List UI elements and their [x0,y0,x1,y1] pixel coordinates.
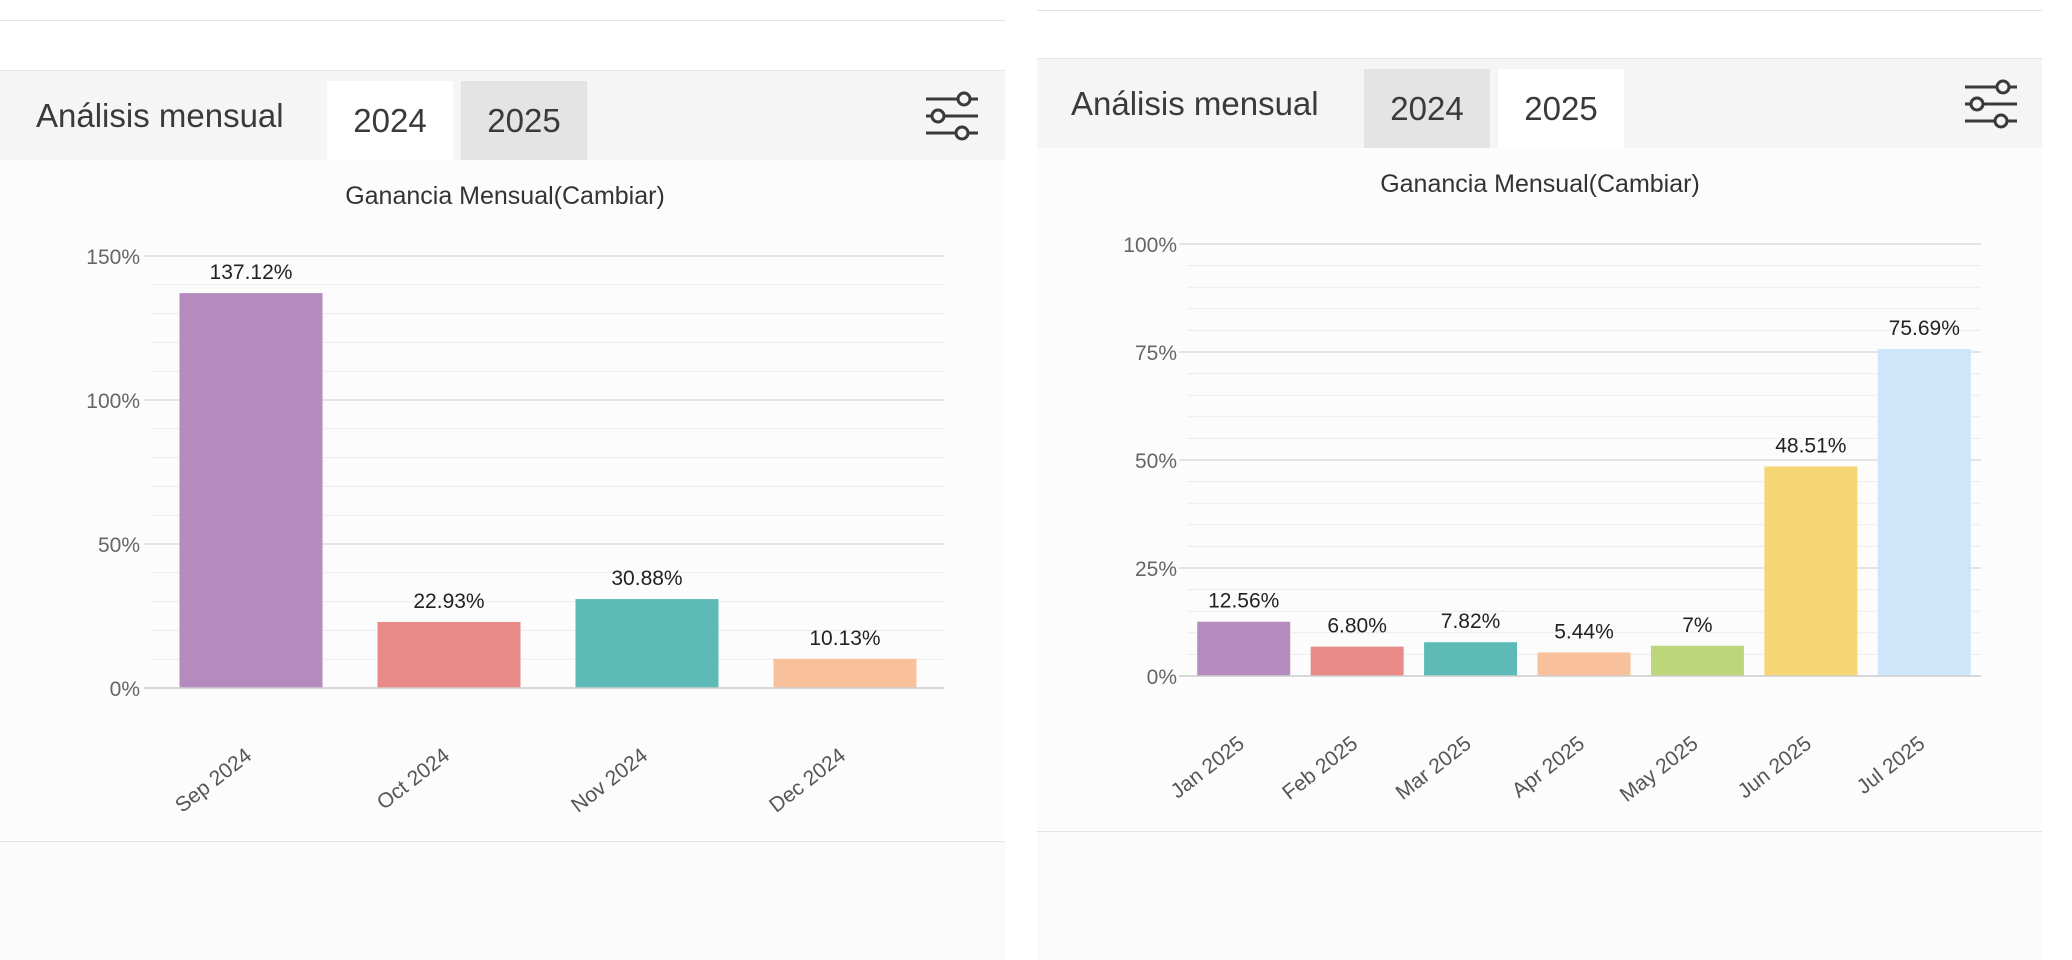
bar-mar-2025 [1424,642,1518,676]
y-tick-label: 25% [1135,558,1177,581]
chart-title: Ganancia Mensual(Cambiar) [345,182,665,210]
bar-chart-2025: Ganancia Mensual(Cambiar) 0% 25% 50% 75% 100%… [1123,170,1981,807]
x-tick-label: Nov 2024 [567,744,652,818]
x-tick-label: Sep 2024 [171,744,256,818]
data-label: 7% [1682,614,1712,637]
bar-may-2025 [1650,645,1744,676]
filter-sliders-icon[interactable] [924,91,980,141]
data-label: 7.82% [1441,610,1501,633]
data-label: 10.13% [809,627,880,650]
x-tick-label: May 2025 [1616,732,1703,807]
y-tick-label: 0% [110,678,140,701]
bar-feb-2025 [1310,646,1404,676]
top-divider [1037,10,2042,11]
chart-title: Ganancia Mensual(Cambiar) [1380,170,1700,198]
tab-2025[interactable]: 2025 [1498,69,1624,149]
x-tick-label: Jun 2025 [1734,732,1816,803]
panel-2025: Análisis mensual 2024 2025 Ganancia Mens… [1037,0,2042,960]
x-tick-label: Oct 2024 [373,744,455,815]
bar-nov-2024 [575,599,719,688]
y-tick-label: 50% [1135,450,1177,473]
x-tick-label: Mar 2025 [1392,732,1476,805]
data-label: 22.93% [413,590,484,613]
y-tick-label: 0% [1147,666,1177,689]
panel-header: Análisis mensual 2024 2025 [1037,58,2042,149]
bar-apr-2025 [1537,652,1631,676]
data-label: 75.69% [1889,317,1960,340]
panel-footer [1037,832,2042,960]
top-divider [0,20,1005,21]
data-label: 6.80% [1327,615,1387,638]
tab-2024[interactable]: 2024 [327,81,453,161]
y-tick-label: 150% [86,246,140,269]
data-label: 12.56% [1208,590,1279,613]
bar-sep-2024 [179,293,323,688]
tab-2024[interactable]: 2024 [1364,69,1490,149]
filter-sliders-icon[interactable] [1963,79,2019,129]
panel-header: Análisis mensual 2024 2025 [0,70,1005,161]
bar-jun-2025 [1764,466,1858,676]
bar-jul-2025 [1877,349,1971,676]
header-title: Análisis mensual [36,97,284,134]
data-label: 48.51% [1775,434,1846,457]
tab-2025[interactable]: 2025 [461,81,587,161]
bar-dec-2024 [773,658,917,688]
x-tick-label: Jul 2025 [1853,732,1930,799]
y-tick-label: 100% [86,390,140,413]
x-tick-label: Dec 2024 [765,744,850,818]
y-tick-label: 50% [98,534,140,557]
panel-footer [0,842,1005,960]
data-label: 30.88% [611,567,682,590]
x-tick-label: Apr 2025 [1508,732,1589,803]
y-tick-label: 75% [1135,342,1177,365]
bar-jan-2025 [1197,621,1291,676]
x-tick-label: Feb 2025 [1278,732,1362,805]
header-title: Análisis mensual [1071,85,1319,122]
chart-area: Ganancia Mensual(Cambiar) 0% 50% 100% 150% 13… [0,160,1005,840]
data-label: 137.12% [210,261,293,284]
panel-2024: Análisis mensual 2024 2025 Ganancia Mens… [0,0,1005,960]
bottom-divider [0,841,1005,842]
chart-area: Ganancia Mensual(Cambiar) 0% 25% 50% 75% 100%… [1037,148,2042,830]
y-tick-label: 100% [1123,234,1177,257]
data-label: 5.44% [1554,620,1614,643]
bottom-divider [1037,831,2042,832]
x-tick-label: Jan 2025 [1167,732,1249,803]
bar-chart-2024: Ganancia Mensual(Cambiar) 0% 50% 100% 150% 13… [86,182,944,818]
bar-oct-2024 [377,621,521,688]
